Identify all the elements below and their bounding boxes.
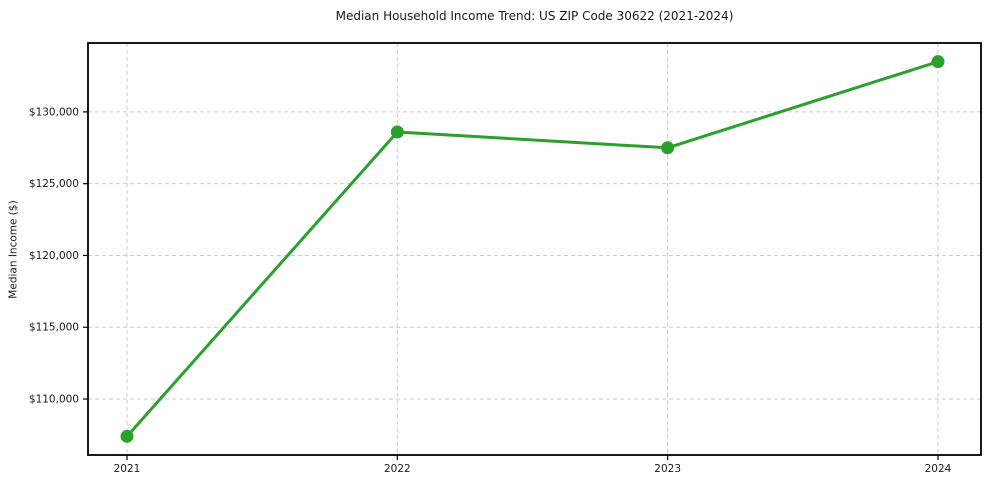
x-tick-label: 2021	[114, 463, 141, 475]
y-tick-label: $115,000	[29, 322, 79, 334]
data-point	[661, 141, 675, 155]
x-tick-label: 2023	[654, 463, 681, 475]
trend-line	[125, 60, 940, 438]
y-tick-label: $110,000	[29, 394, 79, 406]
x-tick-label: 2024	[925, 463, 952, 475]
y-tick-label: $120,000	[29, 250, 79, 262]
x-tick-label: 2022	[384, 463, 411, 475]
y-tick-label: $130,000	[29, 106, 79, 118]
plot-border	[87, 42, 982, 456]
data-point	[120, 429, 134, 443]
y-tick-label: $125,000	[29, 178, 79, 190]
data-point	[931, 55, 945, 69]
chart-title: Median Household Income Trend: US ZIP Co…	[335, 9, 734, 23]
data-point	[390, 125, 404, 139]
